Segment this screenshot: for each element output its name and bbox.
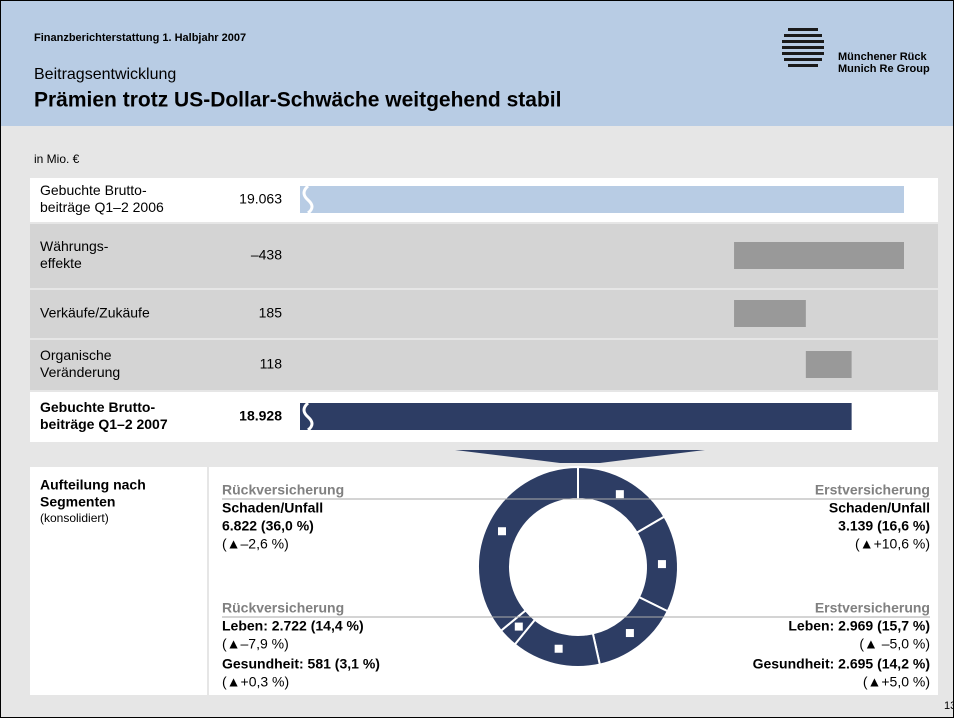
segment-change: (▲ –5,0 %)	[859, 636, 930, 652]
category-label: Verkäufe/Zukäufe	[40, 305, 150, 321]
callout-marker	[497, 527, 506, 536]
segments-title: Aufteilung nach	[40, 477, 146, 493]
category-label: beiträge Q1–2 2006	[40, 199, 164, 215]
category-label: effekte	[40, 255, 82, 271]
callout-marker	[657, 560, 666, 569]
category-label: Währungs-	[40, 238, 109, 254]
segment-label: Gesundheit: 581 (3,1 %)	[222, 656, 380, 672]
title: Prämien trotz US-Dollar-Schwäche weitgeh…	[34, 89, 561, 112]
segment-label: Leben: 2.722 (14,4 %)	[222, 618, 364, 634]
axis-break	[302, 184, 314, 215]
callout-marker	[625, 629, 634, 638]
row	[30, 340, 938, 390]
segment-name: Schaden/Unfall	[829, 500, 930, 516]
bar	[805, 351, 852, 378]
category-label: Veränderung	[40, 364, 120, 380]
segment-change: (▲–7,9 %)	[222, 636, 289, 652]
segment-name: Schaden/Unfall	[222, 500, 323, 516]
axis-break	[302, 401, 314, 432]
value-label: 19.063	[239, 191, 282, 207]
category-label: Gebuchte Brutto-	[40, 182, 147, 198]
segment-change: (▲+10,6 %)	[855, 536, 930, 552]
segment-change: (▲–2,6 %)	[222, 536, 289, 552]
header	[0, 0, 954, 126]
logo-text: Munich Re Group	[838, 63, 930, 75]
value-label: –438	[251, 247, 282, 263]
segment-heading: Rückversicherung	[222, 482, 344, 498]
segment-label: 6.822 (36,0 %)	[222, 518, 314, 534]
category-label: Gebuchte Brutto-	[40, 399, 155, 415]
report: Finanzberichterstattung 1. Halbjahr 2007	[34, 32, 246, 44]
segment-heading: Rückversicherung	[222, 600, 344, 616]
callout-marker	[514, 622, 523, 631]
logo-icon	[782, 28, 824, 67]
category-label: Organische	[40, 347, 112, 363]
segment-label: Gesundheit: 2.695 (14,2 %)	[753, 656, 930, 672]
page-number: 13	[944, 700, 954, 712]
segment-heading: Erstversicherung	[815, 482, 930, 498]
segment-change: (▲+5,0 %)	[863, 674, 930, 690]
bar	[734, 300, 806, 327]
segment-heading: Erstversicherung	[815, 600, 930, 616]
segment-change: (▲+0,3 %)	[222, 674, 289, 690]
bar	[300, 186, 904, 213]
value-label: 18.928	[239, 408, 282, 424]
bar	[300, 403, 852, 430]
segment-label: 3.139 (16,6 %)	[838, 518, 930, 534]
segments-subtitle: (konsolidiert)	[40, 511, 109, 525]
section: Beitragsentwicklung	[34, 66, 176, 83]
callout-marker	[615, 490, 624, 499]
segment-label: Leben: 2.969 (15,7 %)	[788, 618, 930, 634]
unit: in Mio. €	[34, 152, 80, 166]
donut-slice	[477, 465, 579, 633]
category-label: beiträge Q1–2 2007	[40, 416, 168, 432]
bar	[734, 242, 904, 269]
arrow	[455, 450, 705, 463]
value-label: 118	[260, 356, 283, 372]
value-label: 185	[259, 305, 283, 321]
logo-text: Münchener Rück	[838, 51, 928, 63]
segments-title: Segmenten	[40, 494, 115, 510]
callout-marker	[554, 644, 563, 653]
